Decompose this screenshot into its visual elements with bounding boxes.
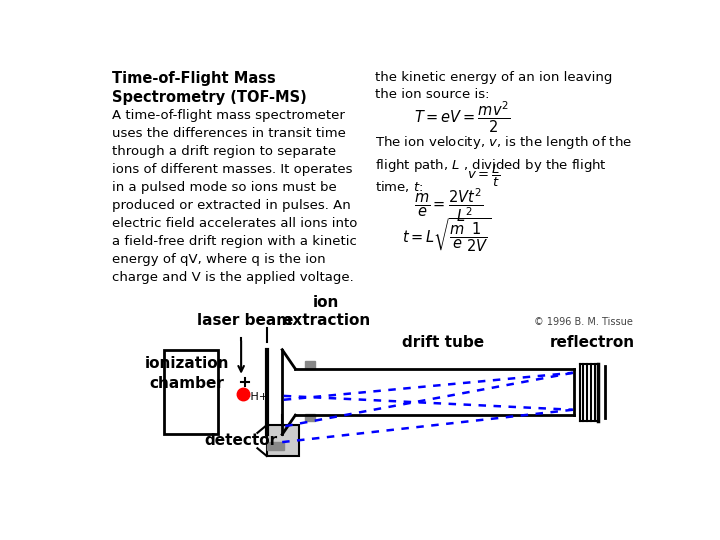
Text: reflectron: reflectron (549, 335, 635, 350)
Text: ion
extraction: ion extraction (282, 294, 371, 328)
Text: laser beam: laser beam (197, 313, 292, 328)
Text: ionization
chamber: ionization chamber (145, 356, 229, 390)
Text: drift tube: drift tube (402, 335, 484, 350)
Text: +H+: +H+ (241, 393, 269, 402)
Text: The ion velocity, $v$, is the length of the
flight path, $L$ , divided by the fl: The ion velocity, $v$, is the length of … (375, 134, 632, 194)
Bar (305, 361, 315, 369)
Text: $T = eV = \dfrac{mv^2}{2}$: $T = eV = \dfrac{mv^2}{2}$ (414, 100, 510, 136)
Text: © 1996 B. M. Tissue: © 1996 B. M. Tissue (534, 318, 632, 327)
Bar (305, 414, 315, 421)
Bar (266, 425, 300, 456)
Text: detector: detector (204, 433, 278, 448)
Text: $v = \dfrac{L}{t}$: $v = \dfrac{L}{t}$ (467, 163, 500, 188)
Text: the kinetic energy of an ion leaving
the ion source is:: the kinetic energy of an ion leaving the… (375, 71, 613, 102)
Text: $t = L\sqrt{\dfrac{m}{e}\dfrac{1}{2V}}$: $t = L\sqrt{\dfrac{m}{e}\dfrac{1}{2V}}$ (402, 217, 491, 254)
Text: A time-of-flight mass spectrometer
uses the differences in transit time
through : A time-of-flight mass spectrometer uses … (112, 110, 357, 285)
Bar (266, 442, 284, 450)
Text: Time-of-Flight Mass
Spectrometry (TOF-MS): Time-of-Flight Mass Spectrometry (TOF-MS… (112, 71, 307, 105)
Text: $\dfrac{m}{e} = \dfrac{2Vt^2}{L^2}$: $\dfrac{m}{e} = \dfrac{2Vt^2}{L^2}$ (414, 186, 483, 225)
Bar (163, 350, 218, 434)
